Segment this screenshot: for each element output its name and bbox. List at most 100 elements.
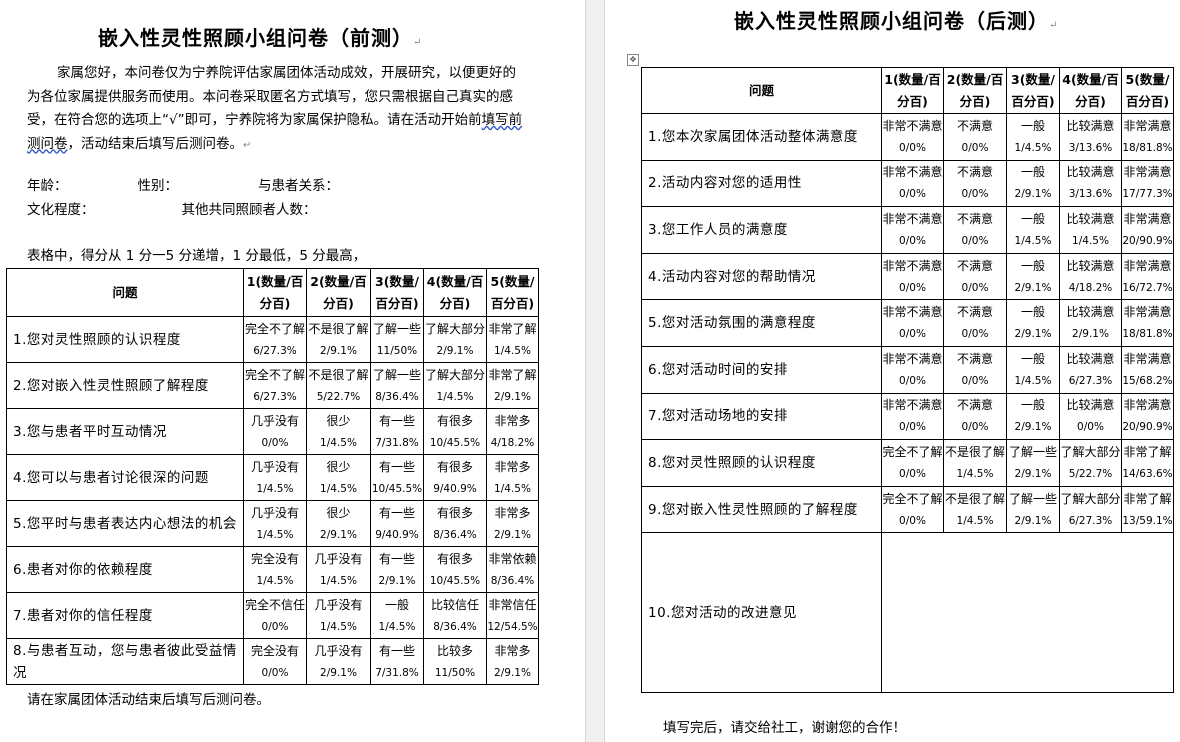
answer-cell[interactable]: 非常不满意 0/0% [881, 252, 944, 301]
answer-cell[interactable]: 几乎没有 1/4.5% [243, 500, 307, 547]
answer-cell[interactable]: 完全不了解 6/27.3% [243, 316, 307, 363]
count-percent: 2/9.1% [1014, 328, 1052, 341]
answer-cell[interactable]: 有很多 10/45.5% [423, 546, 487, 593]
answer-cell[interactable]: 了解一些 11/50% [370, 316, 424, 363]
answer-cell[interactable]: 了解一些 2/9.1% [1006, 439, 1060, 487]
answer-cell[interactable]: 完全不信任 0/0% [243, 592, 307, 639]
count-percent: 3/13.6% [1068, 188, 1113, 201]
count-percent: 8/36.4% [433, 620, 477, 633]
improvement-answer-area[interactable] [881, 532, 1174, 694]
answer-cell[interactable]: 了解大部分 5/22.7% [1059, 439, 1122, 487]
answer-cell[interactable]: 不满意 0/0% [943, 113, 1007, 161]
answer-cell[interactable]: 有很多 8/36.4% [423, 500, 487, 547]
answer-cell[interactable]: 非常了解 1/4.5% [486, 316, 539, 363]
answer-cell[interactable]: 一般 2/9.1% [1006, 252, 1060, 301]
answer-cell[interactable]: 一般 1/4.5% [1006, 345, 1060, 394]
pre-test-footer: 请在家属团体活动结束后填写后测问卷。 [27, 692, 270, 708]
answer-cell[interactable]: 比较满意 3/13.6% [1059, 113, 1122, 161]
answer-cell[interactable]: 非常不满意 0/0% [881, 206, 944, 254]
answer-cell[interactable]: 几乎没有 1/4.5% [306, 546, 371, 593]
answer-cell[interactable]: 非常依赖 8/36.4% [486, 546, 539, 593]
answer-cell[interactable]: 有一些 7/31.8% [370, 638, 424, 685]
answer-cell[interactable]: 非常满意 17/77.3% [1121, 159, 1174, 208]
table-row: 5.您对活动氛围的满意程度 非常不满意 0/0% 不满意 0/0% 一般 2/9.1% 比较满… [641, 299, 1174, 347]
answer-cell[interactable]: 比较满意 6/27.3% [1059, 345, 1122, 394]
answer-cell[interactable]: 非常不满意 0/0% [881, 113, 944, 161]
answer-cell[interactable]: 几乎没有 0/0% [243, 408, 307, 455]
option-label: 完全没有 [250, 551, 299, 566]
answer-cell[interactable]: 不满意 0/0% [943, 392, 1007, 441]
answer-cell[interactable]: 一般 2/9.1% [1006, 159, 1060, 208]
answer-cell[interactable]: 很少 1/4.5% [306, 408, 371, 455]
answer-cell[interactable]: 非常了解 2/9.1% [486, 362, 539, 409]
answer-cell[interactable]: 不是很了解 5/22.7% [306, 362, 371, 409]
option-label: 一般 [384, 597, 409, 612]
answer-cell[interactable]: 比较满意 4/18.2% [1059, 252, 1122, 301]
answer-cell[interactable]: 非常多 1/4.5% [486, 454, 539, 501]
answer-cell[interactable]: 完全没有 1/4.5% [243, 546, 307, 593]
answer-cell[interactable]: 比较满意 3/13.6% [1059, 159, 1122, 208]
answer-cell[interactable]: 不满意 0/0% [943, 159, 1007, 208]
answer-cell[interactable]: 很少 2/9.1% [306, 500, 371, 547]
answer-cell[interactable]: 一般 2/9.1% [1006, 392, 1060, 441]
answer-cell[interactable]: 不满意 0/0% [943, 206, 1007, 254]
answer-cell[interactable]: 一般 2/9.1% [1006, 299, 1060, 347]
answer-cell[interactable]: 完全不了解 6/27.3% [243, 362, 307, 409]
answer-cell[interactable]: 非常多 4/18.2% [486, 408, 539, 455]
answer-cell[interactable]: 不满意 0/0% [943, 299, 1007, 347]
option-label: 比较满意 [1066, 118, 1115, 133]
answer-cell[interactable]: 比较满意 1/4.5% [1059, 206, 1122, 254]
answer-cell[interactable]: 比较信任 8/36.4% [423, 592, 487, 639]
answer-cell[interactable]: 了解一些 8/36.4% [370, 362, 424, 409]
answer-cell[interactable]: 完全没有 0/0% [243, 638, 307, 685]
count-percent: 4/18.2% [490, 436, 535, 449]
answer-cell[interactable]: 非常多 2/9.1% [486, 638, 539, 685]
answer-cell[interactable]: 很少 1/4.5% [306, 454, 371, 501]
answer-cell[interactable]: 非常满意 15/68.2% [1121, 345, 1174, 394]
answer-cell[interactable]: 完全不了解 0/0% [881, 439, 944, 487]
answer-cell[interactable]: 非常不满意 0/0% [881, 159, 944, 208]
answer-cell[interactable]: 非常了解 13/59.1% [1121, 485, 1174, 534]
answer-cell[interactable]: 了解大部分 6/27.3% [1059, 485, 1122, 534]
answer-cell[interactable]: 非常不满意 0/0% [881, 392, 944, 441]
answer-cell[interactable]: 非常满意 16/72.7% [1121, 252, 1174, 301]
answer-cell[interactable]: 不是很了解 1/4.5% [943, 485, 1007, 534]
answer-cell[interactable]: 了解一些 2/9.1% [1006, 485, 1060, 534]
answer-cell[interactable]: 有一些 9/40.9% [370, 500, 424, 547]
answer-cell[interactable]: 比较多 11/50% [423, 638, 487, 685]
answer-cell[interactable]: 非常多 2/9.1% [486, 500, 539, 547]
option-label: 非常信任 [488, 597, 537, 612]
answer-cell[interactable]: 不满意 0/0% [943, 252, 1007, 301]
answer-cell[interactable]: 有很多 10/45.5% [423, 408, 487, 455]
count-percent: 1/4.5% [256, 574, 294, 587]
answer-cell[interactable]: 了解大部分 1/4.5% [423, 362, 487, 409]
table-move-handle-icon[interactable]: ✥ [627, 54, 639, 66]
count-percent: 20/90.9% [1122, 421, 1173, 434]
answer-cell[interactable]: 非常不满意 0/0% [881, 299, 944, 347]
answer-cell[interactable]: 一般 1/4.5% [1006, 206, 1060, 254]
answer-cell[interactable]: 有一些 10/45.5% [370, 454, 424, 501]
answer-cell[interactable]: 非常满意 20/90.9% [1121, 206, 1174, 254]
answer-cell[interactable]: 不满意 0/0% [943, 345, 1007, 394]
answer-cell[interactable]: 一般 1/4.5% [1006, 113, 1060, 161]
answer-cell[interactable]: 非常了解 14/63.6% [1121, 439, 1174, 487]
answer-cell[interactable]: 有很多 9/40.9% [423, 454, 487, 501]
answer-cell[interactable]: 非常满意 20/90.9% [1121, 392, 1174, 441]
answer-cell[interactable]: 几乎没有 2/9.1% [306, 638, 371, 685]
answer-cell[interactable]: 非常满意 18/81.8% [1121, 113, 1174, 161]
answer-cell[interactable]: 比较满意 0/0% [1059, 392, 1122, 441]
answer-cell[interactable]: 几乎没有 1/4.5% [306, 592, 371, 639]
answer-cell[interactable]: 了解大部分 2/9.1% [423, 316, 487, 363]
answer-cell[interactable]: 不是很了解 2/9.1% [306, 316, 371, 363]
answer-cell[interactable]: 非常满意 18/81.8% [1121, 299, 1174, 347]
answer-cell[interactable]: 比较满意 2/9.1% [1059, 299, 1122, 347]
answer-cell[interactable]: 有一些 2/9.1% [370, 546, 424, 593]
answer-cell[interactable]: 有一些 7/31.8% [370, 408, 424, 455]
answer-cell[interactable]: 一般 1/4.5% [370, 592, 424, 639]
answer-cell[interactable]: 完全不了解 0/0% [881, 485, 944, 534]
answer-cell[interactable]: 几乎没有 1/4.5% [243, 454, 307, 501]
answer-cell[interactable]: 非常信任 12/54.5% [486, 592, 539, 639]
answer-cell[interactable]: 不是很了解 1/4.5% [943, 439, 1007, 487]
count-percent: 0/0% [899, 281, 926, 294]
answer-cell[interactable]: 非常不满意 0/0% [881, 345, 944, 394]
